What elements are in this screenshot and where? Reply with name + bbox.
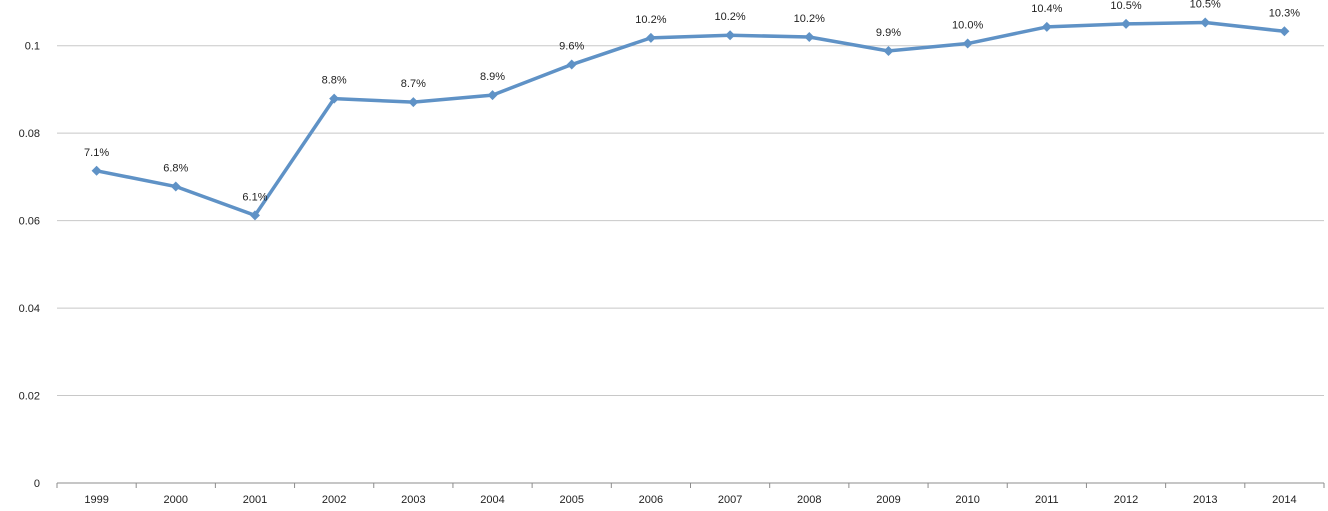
axes: 0 0.02 0.04 0.06 0.08 0.1 1999 2000 2001 2002 2003… [19, 41, 1325, 506]
data-label: 9.9% [876, 27, 901, 39]
data-label: 7.1% [84, 147, 109, 159]
data-label: 10.2% [714, 11, 745, 23]
x-tick-label: 2013 [1193, 494, 1217, 506]
x-tick-label: 2001 [243, 494, 267, 506]
y-tick-label: 0.06 [19, 216, 40, 228]
data-label: 8.9% [480, 71, 505, 83]
data-label: 6.1% [242, 191, 267, 203]
data-point-marker [962, 38, 973, 49]
data-label: 10.0% [952, 20, 983, 32]
y-tick-label: 0.1 [25, 41, 40, 53]
data-point-marker [329, 93, 340, 104]
x-tick-label: 2012 [1114, 494, 1138, 506]
x-tick-label: 2014 [1272, 494, 1296, 506]
series-line [94, 20, 1287, 218]
x-tick-label: 2002 [322, 494, 346, 506]
x-tick-label: 2005 [559, 494, 583, 506]
x-tick-label: 2004 [480, 494, 504, 506]
data-point-marker [645, 32, 656, 43]
x-tick-label: 2000 [164, 494, 188, 506]
x-tick-label: 2009 [876, 494, 900, 506]
x-tick-label: 2011 [1035, 494, 1059, 506]
data-point-marker [408, 97, 419, 108]
data-point-marker [883, 45, 894, 56]
data-labels: 7.1% 6.8% 6.1% 8.8% 8.7% 8.9% 9.6% 10.2% 10.2% 10… [84, 0, 1300, 203]
data-point-marker [1121, 18, 1132, 29]
data-point-marker [725, 30, 736, 41]
data-point-marker [1200, 17, 1211, 28]
data-point-marker [566, 59, 577, 70]
series-layer [91, 17, 1290, 221]
data-point-marker [804, 31, 815, 42]
gridlines [57, 45, 1324, 397]
data-label: 10.3% [1269, 7, 1300, 19]
data-label: 8.8% [322, 75, 347, 87]
data-point-marker [249, 210, 260, 221]
x-tick-label: 2010 [955, 494, 979, 506]
data-point-marker [1041, 21, 1052, 32]
data-point-marker [170, 181, 181, 192]
data-label: 9.6% [559, 41, 584, 53]
data-label: 10.2% [794, 13, 825, 25]
data-label: 8.7% [401, 78, 426, 90]
x-tick-label: 2007 [718, 494, 742, 506]
x-tick-label: 1999 [84, 494, 108, 506]
data-label: 10.2% [635, 14, 666, 26]
data-label: 10.4% [1031, 3, 1062, 15]
y-tick-label: 0.08 [19, 128, 40, 140]
data-point-marker [91, 165, 102, 176]
data-point-marker [1279, 26, 1290, 37]
y-tick-label: 0.04 [19, 303, 40, 315]
x-tick-label: 2006 [639, 494, 663, 506]
data-label: 6.8% [163, 163, 188, 175]
y-tick-label: 0.02 [19, 391, 40, 403]
data-label: 10.5% [1110, 0, 1141, 12]
data-point-marker [487, 90, 498, 101]
y-tick-label: 0 [34, 478, 40, 490]
data-label: 10.5% [1190, 0, 1221, 11]
x-tick-label: 2003 [401, 494, 425, 506]
x-tick-label: 2008 [797, 494, 821, 506]
